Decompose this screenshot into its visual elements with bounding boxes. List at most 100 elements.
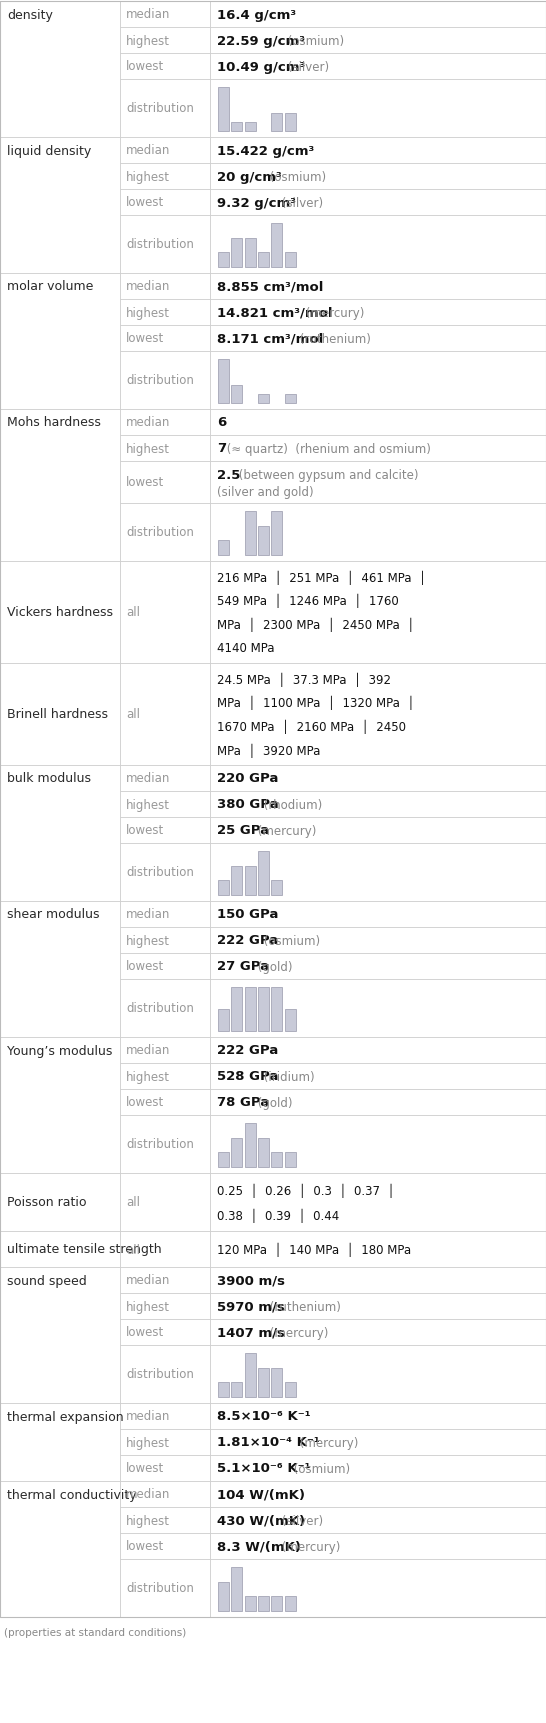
- Bar: [210, 663, 546, 765]
- Text: 216 MPa  │  251 MPa  │  461 MPa  │: 216 MPa │ 251 MPa │ 461 MPa │: [217, 570, 426, 584]
- Bar: [210, 1482, 546, 1508]
- Bar: [120, 765, 210, 791]
- Bar: [271, 880, 282, 896]
- Bar: [232, 987, 242, 1032]
- Text: distribution: distribution: [126, 1137, 194, 1151]
- Text: (gold): (gold): [253, 1096, 292, 1110]
- Bar: [271, 512, 282, 557]
- Bar: [258, 526, 269, 557]
- Text: 549 MPa  │  1246 MPa  │  1760: 549 MPa │ 1246 MPa │ 1760: [217, 594, 399, 608]
- Bar: [0, 1482, 120, 1618]
- Text: (osmium): (osmium): [266, 171, 326, 183]
- Text: all: all: [126, 1242, 140, 1256]
- Text: distribution: distribution: [126, 1001, 194, 1015]
- Text: (iridium): (iridium): [260, 1070, 314, 1082]
- Bar: [120, 979, 210, 1037]
- Bar: [210, 1037, 546, 1063]
- Text: liquid density: liquid density: [7, 145, 91, 157]
- Text: median: median: [126, 1487, 170, 1501]
- Text: median: median: [126, 1409, 170, 1423]
- Bar: [210, 1320, 546, 1346]
- Text: distribution: distribution: [126, 867, 194, 879]
- Bar: [120, 1403, 210, 1428]
- Bar: [210, 901, 546, 927]
- Bar: [0, 2, 120, 138]
- Bar: [0, 1403, 120, 1482]
- Bar: [271, 1153, 282, 1166]
- Bar: [120, 326, 210, 351]
- Bar: [258, 1368, 269, 1397]
- Text: 5.1×10⁻⁶ K⁻¹: 5.1×10⁻⁶ K⁻¹: [217, 1461, 311, 1475]
- Bar: [210, 1063, 546, 1089]
- Bar: [0, 663, 120, 765]
- Bar: [245, 987, 256, 1032]
- Bar: [284, 1382, 295, 1397]
- Bar: [232, 122, 242, 133]
- Bar: [271, 1368, 282, 1397]
- Text: highest: highest: [126, 34, 170, 48]
- Text: 2.5: 2.5: [217, 469, 240, 482]
- Text: 120 MPa  │  140 MPa  │  180 MPa: 120 MPa │ 140 MPa │ 180 MPa: [217, 1242, 411, 1256]
- Text: highest: highest: [126, 307, 170, 319]
- Text: median: median: [126, 1044, 170, 1056]
- Bar: [210, 979, 546, 1037]
- Bar: [210, 844, 546, 901]
- Text: (mercury): (mercury): [296, 1435, 359, 1449]
- Bar: [210, 164, 546, 190]
- Text: highest: highest: [126, 443, 170, 455]
- Bar: [120, 79, 210, 138]
- Bar: [210, 791, 546, 817]
- Bar: [120, 953, 210, 979]
- Bar: [218, 360, 229, 403]
- Text: highest: highest: [126, 1513, 170, 1527]
- Text: Brinell hardness: Brinell hardness: [7, 708, 108, 722]
- Text: (osmium): (osmium): [290, 1461, 351, 1475]
- Bar: [120, 844, 210, 901]
- Text: 104 W/(mK): 104 W/(mK): [217, 1487, 305, 1501]
- Text: lowest: lowest: [126, 476, 164, 489]
- Bar: [284, 1010, 295, 1032]
- Text: lowest: lowest: [126, 1325, 164, 1339]
- Text: Poisson ratio: Poisson ratio: [7, 1196, 86, 1210]
- Bar: [284, 395, 295, 403]
- Bar: [218, 1153, 229, 1166]
- Bar: [120, 138, 210, 164]
- Text: (mercury): (mercury): [253, 824, 316, 837]
- Bar: [120, 791, 210, 817]
- Bar: [210, 190, 546, 215]
- Bar: [258, 1597, 269, 1611]
- Bar: [120, 1456, 210, 1482]
- Bar: [271, 987, 282, 1032]
- Text: median: median: [126, 417, 170, 429]
- Bar: [120, 164, 210, 190]
- Bar: [210, 765, 546, 791]
- Bar: [120, 1037, 210, 1063]
- Text: 14.821 cm³/mol: 14.821 cm³/mol: [217, 307, 333, 319]
- Bar: [210, 215, 546, 274]
- Text: 1670 MPa  │  2160 MPa  │  2450: 1670 MPa │ 2160 MPa │ 2450: [217, 718, 406, 734]
- Bar: [245, 122, 256, 133]
- Text: density: density: [7, 9, 53, 21]
- Bar: [120, 462, 210, 503]
- Bar: [210, 274, 546, 300]
- Bar: [120, 817, 210, 844]
- Text: (osmium): (osmium): [284, 34, 344, 48]
- Text: 15.422 g/cm³: 15.422 g/cm³: [217, 145, 314, 157]
- Bar: [210, 1089, 546, 1115]
- Bar: [120, 901, 210, 927]
- Text: 4140 MPa: 4140 MPa: [217, 641, 275, 655]
- Bar: [120, 300, 210, 326]
- Text: 1407 m/s: 1407 m/s: [217, 1325, 285, 1339]
- Text: 430 W/(mK): 430 W/(mK): [217, 1513, 305, 1527]
- Text: lowest: lowest: [126, 333, 164, 345]
- Text: (mercury): (mercury): [266, 1325, 328, 1339]
- Text: 8.171 cm³/mol: 8.171 cm³/mol: [217, 333, 323, 345]
- Bar: [0, 1232, 120, 1266]
- Text: 8.5×10⁻⁶ K⁻¹: 8.5×10⁻⁶ K⁻¹: [217, 1409, 311, 1423]
- Text: 1.81×10⁻⁴ K⁻¹: 1.81×10⁻⁴ K⁻¹: [217, 1435, 320, 1449]
- Bar: [210, 1508, 546, 1533]
- Bar: [258, 253, 269, 267]
- Text: 528 GPa: 528 GPa: [217, 1070, 278, 1082]
- Bar: [210, 503, 546, 562]
- Bar: [120, 1089, 210, 1115]
